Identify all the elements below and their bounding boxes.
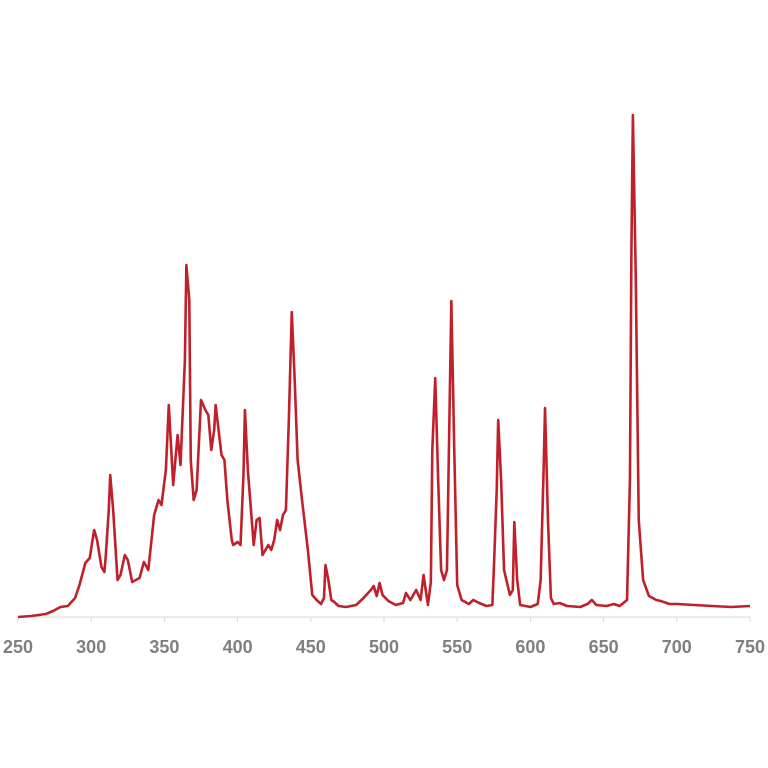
x-tick-label: 500 xyxy=(369,637,399,657)
x-tick-label: 700 xyxy=(662,637,692,657)
x-tick-label: 300 xyxy=(76,637,106,657)
x-tick-label: 350 xyxy=(149,637,179,657)
x-tick-label: 650 xyxy=(589,637,619,657)
x-tick-label: 250 xyxy=(3,637,33,657)
spectrum-line xyxy=(17,113,751,619)
x-tick-label: 550 xyxy=(442,637,472,657)
x-tick-label: 450 xyxy=(296,637,326,657)
x-tick-label: 600 xyxy=(515,637,545,657)
x-tick-label: 750 xyxy=(735,637,765,657)
x-tick-label: 400 xyxy=(223,637,253,657)
